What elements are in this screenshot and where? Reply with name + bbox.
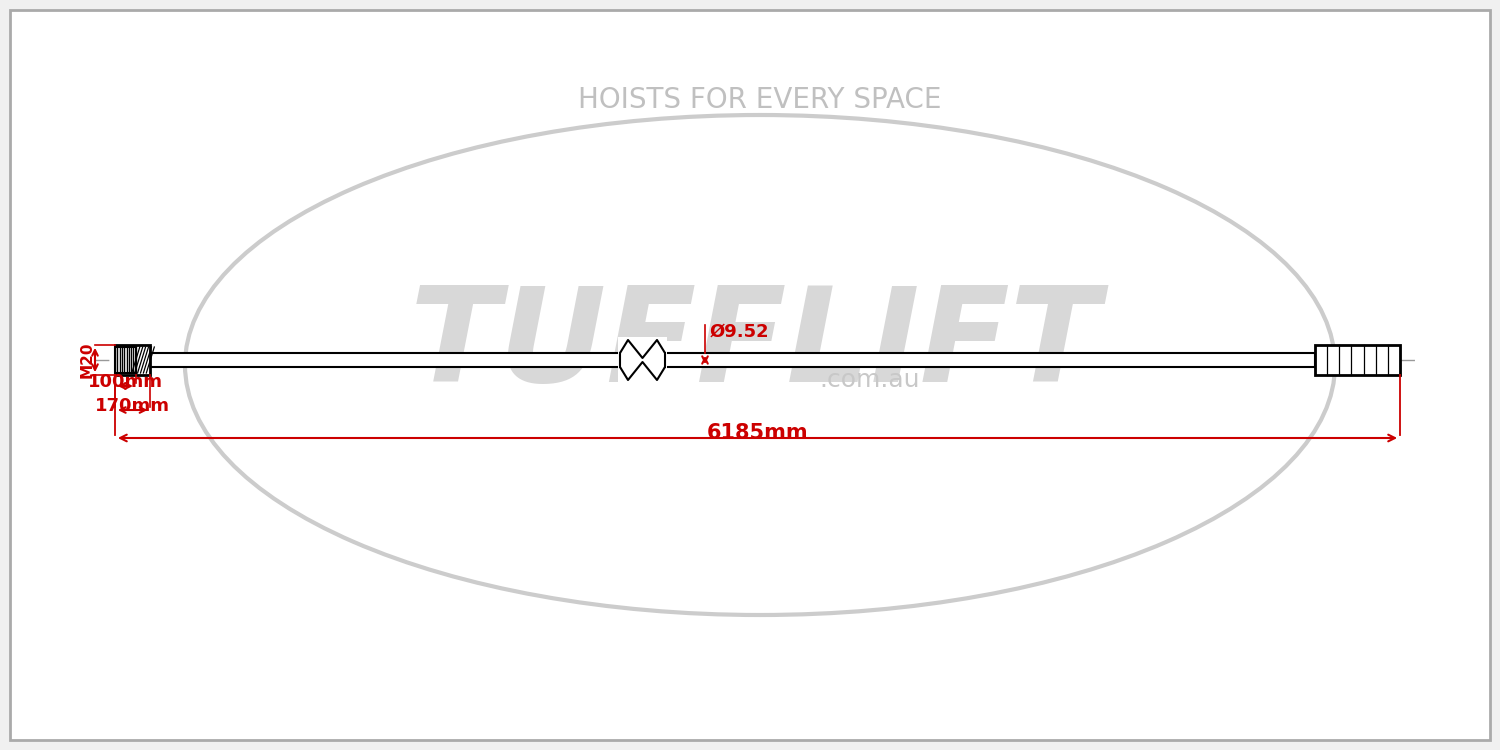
Text: TUFFLIFT: TUFFLIFT <box>410 281 1101 409</box>
Bar <box>116 347 136 373</box>
Text: M20: M20 <box>80 342 94 378</box>
Text: HOISTS FOR EVERY SPACE: HOISTS FOR EVERY SPACE <box>579 86 942 114</box>
FancyBboxPatch shape <box>10 10 1490 740</box>
Bar <box>664 353 1316 367</box>
Bar <box>1316 345 1400 375</box>
Text: .com.au: .com.au <box>819 368 920 392</box>
Bar <box>618 337 668 383</box>
Text: Ø9.52: Ø9.52 <box>710 323 770 341</box>
Text: 100mm: 100mm <box>88 373 164 391</box>
Text: 170mm: 170mm <box>94 397 170 415</box>
Text: 6185mm: 6185mm <box>706 423 809 443</box>
Bar <box>116 345 150 375</box>
Bar <box>150 353 620 367</box>
